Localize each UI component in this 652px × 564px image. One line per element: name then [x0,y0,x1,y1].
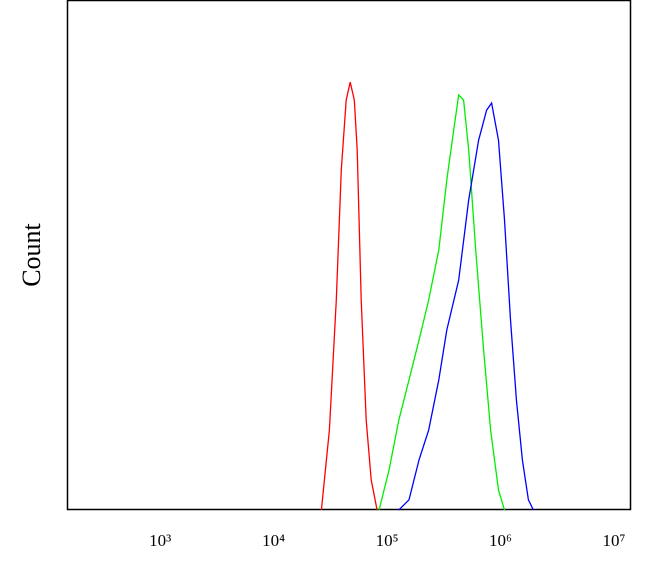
y-axis-label: Count [17,222,46,286]
x-tick-label: 10⁴ [262,531,285,550]
x-tick-label: 10⁵ [376,531,399,550]
histogram-line [378,93,506,511]
x-tick-label: 10⁶ [489,531,512,550]
x-tick-label: 10⁷ [603,531,626,550]
histogram-line [398,101,534,511]
plot-frame [66,0,632,511]
x-tick-label: 10³ [149,531,171,550]
histogram-line [320,81,378,511]
